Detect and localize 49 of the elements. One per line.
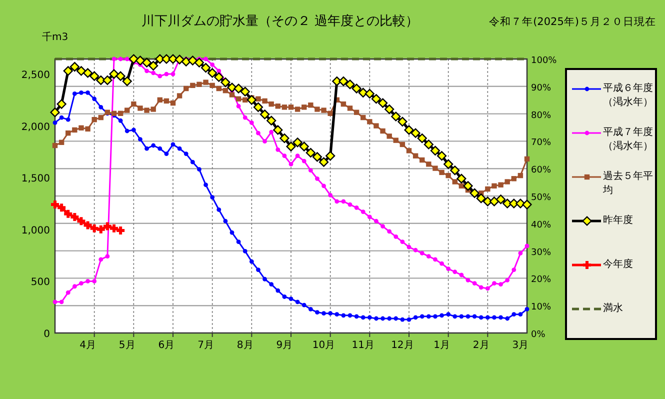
x-tick-label: 2月: [472, 340, 490, 351]
legend-label: 平成７年度（渇水年）: [603, 126, 654, 154]
legend-label: 今年度: [603, 258, 634, 272]
x-tick-label: 7月: [198, 340, 214, 351]
y-tick-label: 2,500: [21, 70, 50, 82]
point: [96, 225, 105, 234]
point: [90, 224, 98, 232]
y-tick-label: 0: [44, 329, 50, 340]
x-tick-label: 1月: [434, 340, 450, 351]
x-tick-label: 6月: [158, 340, 175, 351]
text: 令和７年(2025年)５月２０日現在: [489, 15, 656, 28]
point: [58, 204, 66, 212]
x-tick-label: 5月: [118, 340, 136, 351]
legend-label: 平成６年度（渇水年）: [603, 82, 654, 110]
y2-tick-label: 70%: [531, 138, 552, 148]
y-tick-label: 500: [30, 277, 50, 288]
x-tick-label: 4月: [80, 340, 96, 351]
y-tick-label: 2,000: [21, 122, 50, 133]
point: [103, 222, 112, 230]
x-tick-label: 11月: [352, 340, 374, 351]
x-tick-label: 3月: [512, 340, 529, 351]
y2-tick-label: 40%: [531, 220, 552, 230]
y2-tick-label: 20%: [531, 275, 552, 286]
y2-tick-label: 0%: [531, 330, 546, 340]
y2-tick-label: 30%: [531, 248, 552, 258]
point: [116, 226, 125, 234]
point: [84, 221, 92, 230]
point: [77, 217, 86, 226]
y2-tick-label: 60%: [531, 166, 552, 176]
x-tick-label: 8月: [236, 340, 254, 351]
legend-label: 昨年度: [603, 214, 634, 228]
y2-tick-label: 10%: [531, 302, 552, 313]
x-tick-label: 9月: [276, 340, 293, 351]
y2-tick-label: 90%: [531, 83, 552, 94]
y-tick-label: 1,500: [21, 174, 50, 185]
y-tick-label: 1,000: [21, 225, 50, 236]
y-axis-title: 千m3: [42, 31, 68, 43]
point: [64, 210, 72, 218]
y2-tick-label: 100%: [531, 56, 558, 66]
y2-tick-label: 50%: [531, 193, 552, 203]
x-tick-label: 12月: [391, 340, 414, 351]
legend-label: 満水: [603, 302, 624, 316]
point: [110, 224, 118, 232]
point: [51, 200, 59, 209]
chart-title: 川下川ダムの貯水量（その２ 過年度との比較）: [141, 13, 419, 29]
point: [70, 212, 79, 221]
legend-label: 過去５年平均: [603, 170, 654, 198]
x-tick-label: 10月: [312, 340, 336, 351]
y2-tick-label: 80%: [531, 110, 552, 121]
